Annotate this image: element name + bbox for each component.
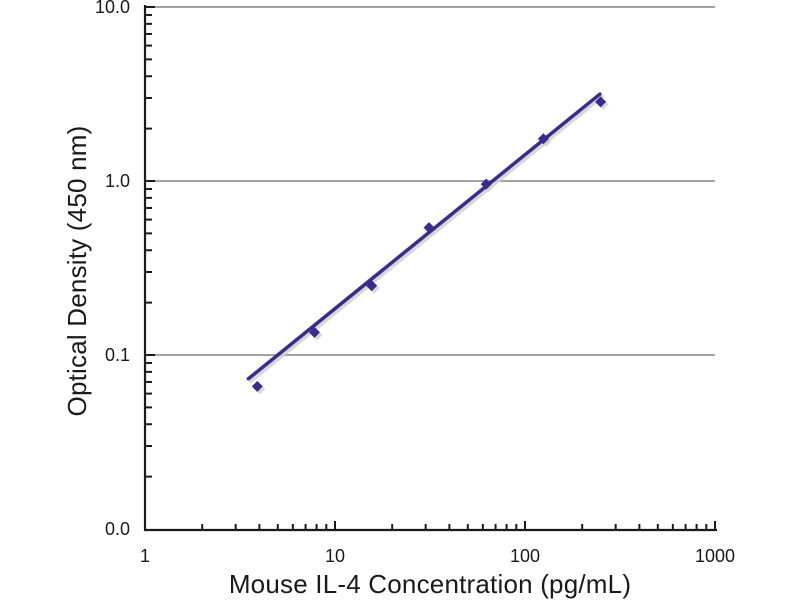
data-point-marker xyxy=(251,380,263,392)
data-point-marker xyxy=(537,133,549,145)
y-axis-title: Optical Density (450 nm) xyxy=(62,125,92,417)
x-axis-title: Mouse IL-4 Concentration (pg/mL) xyxy=(228,569,632,599)
data-point-marker xyxy=(308,326,320,338)
x-tick-label: 1 xyxy=(140,546,150,566)
x-tick-label: 100 xyxy=(510,546,540,566)
data-point-marker xyxy=(366,280,378,292)
y-tick-label: 0.0 xyxy=(105,519,130,539)
y-tick-label: 10.0 xyxy=(95,0,130,17)
data-point-marker xyxy=(480,178,492,190)
y-tick-label: 0.1 xyxy=(105,345,130,365)
trend-line-shadow xyxy=(249,94,605,384)
x-tick-label: 10 xyxy=(325,546,345,566)
data-point-marker xyxy=(423,222,435,234)
y-tick-label: 1.0 xyxy=(105,171,130,191)
trend-line xyxy=(246,92,602,381)
data-point-marker xyxy=(595,96,607,108)
x-tick-label: 1000 xyxy=(695,546,735,566)
